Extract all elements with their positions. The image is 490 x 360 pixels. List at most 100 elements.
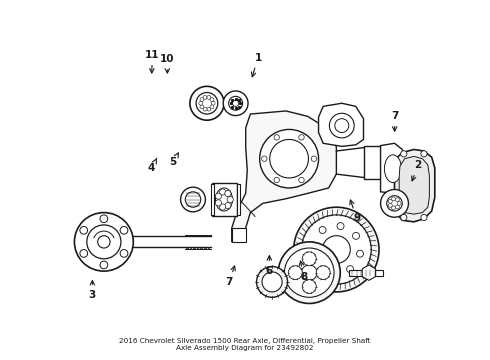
Circle shape (185, 192, 201, 207)
Text: 1: 1 (251, 53, 262, 77)
Text: 8: 8 (299, 261, 307, 282)
Circle shape (381, 189, 409, 217)
Text: 3: 3 (89, 281, 96, 300)
Circle shape (262, 156, 267, 161)
Circle shape (387, 195, 402, 211)
Circle shape (274, 135, 279, 140)
Circle shape (353, 233, 360, 239)
Ellipse shape (329, 113, 354, 138)
Polygon shape (232, 111, 336, 242)
Circle shape (309, 242, 316, 249)
Circle shape (389, 203, 392, 207)
Bar (211, 184, 214, 215)
Circle shape (302, 280, 316, 293)
Circle shape (215, 193, 221, 199)
Circle shape (329, 270, 336, 276)
Circle shape (100, 215, 108, 222)
Circle shape (210, 98, 214, 102)
Circle shape (227, 197, 233, 203)
Circle shape (421, 215, 427, 221)
Circle shape (288, 266, 302, 280)
Circle shape (210, 105, 214, 109)
Text: 7: 7 (225, 266, 235, 287)
Circle shape (301, 215, 371, 284)
Circle shape (257, 266, 288, 297)
Circle shape (395, 198, 399, 202)
Circle shape (181, 187, 205, 212)
Text: 9: 9 (350, 200, 360, 224)
Circle shape (80, 226, 88, 234)
Circle shape (392, 206, 395, 210)
Circle shape (80, 249, 88, 257)
Circle shape (211, 101, 215, 105)
Text: 5: 5 (170, 153, 178, 167)
Circle shape (262, 272, 282, 292)
Circle shape (401, 151, 407, 157)
Circle shape (207, 95, 211, 99)
Text: 7: 7 (391, 111, 398, 131)
Circle shape (278, 242, 340, 303)
Bar (232, 228, 245, 242)
Circle shape (260, 130, 318, 188)
Circle shape (302, 252, 316, 266)
Circle shape (223, 91, 248, 116)
Circle shape (274, 177, 279, 183)
Ellipse shape (385, 155, 401, 183)
Circle shape (299, 177, 304, 183)
Circle shape (421, 151, 427, 157)
Text: 6: 6 (266, 256, 273, 276)
Text: 10: 10 (160, 54, 174, 73)
Circle shape (225, 190, 231, 197)
Circle shape (203, 95, 207, 99)
Circle shape (389, 199, 392, 203)
Circle shape (190, 86, 224, 120)
Circle shape (200, 105, 204, 109)
Circle shape (285, 248, 334, 297)
Polygon shape (318, 103, 364, 147)
Text: 2016 Chevrolet Silverado 1500 Rear Axle, Differential, Propeller Shaft
Axle Asse: 2016 Chevrolet Silverado 1500 Rear Axle,… (119, 338, 371, 351)
Circle shape (199, 101, 203, 105)
Ellipse shape (216, 188, 233, 211)
Circle shape (401, 215, 407, 221)
Bar (349, 270, 383, 276)
Polygon shape (362, 265, 376, 280)
Circle shape (120, 226, 128, 234)
Circle shape (203, 107, 207, 111)
Circle shape (301, 265, 317, 280)
Circle shape (220, 204, 226, 210)
Circle shape (100, 261, 108, 269)
Circle shape (319, 226, 326, 234)
Text: 11: 11 (145, 50, 160, 73)
Ellipse shape (335, 119, 349, 132)
Bar (364, 145, 381, 180)
Circle shape (196, 93, 218, 114)
Circle shape (207, 107, 211, 111)
Circle shape (313, 260, 320, 267)
Circle shape (299, 135, 304, 140)
Circle shape (87, 225, 121, 259)
Polygon shape (394, 149, 435, 222)
Circle shape (74, 213, 133, 271)
Polygon shape (399, 156, 429, 214)
Circle shape (270, 139, 309, 178)
Circle shape (220, 189, 226, 195)
Circle shape (98, 236, 110, 248)
Circle shape (392, 197, 395, 201)
Circle shape (233, 100, 239, 106)
Circle shape (395, 205, 399, 209)
Bar (237, 184, 240, 215)
Circle shape (346, 266, 354, 273)
Circle shape (294, 207, 379, 292)
Circle shape (215, 200, 221, 206)
Circle shape (322, 236, 350, 264)
Circle shape (357, 250, 364, 257)
Circle shape (200, 98, 204, 102)
Circle shape (311, 156, 317, 161)
Circle shape (397, 202, 401, 205)
Text: 4: 4 (148, 158, 157, 174)
Polygon shape (381, 143, 406, 193)
Circle shape (337, 222, 344, 230)
Text: 2: 2 (412, 160, 422, 181)
Circle shape (120, 249, 128, 257)
Bar (212, 183, 237, 216)
